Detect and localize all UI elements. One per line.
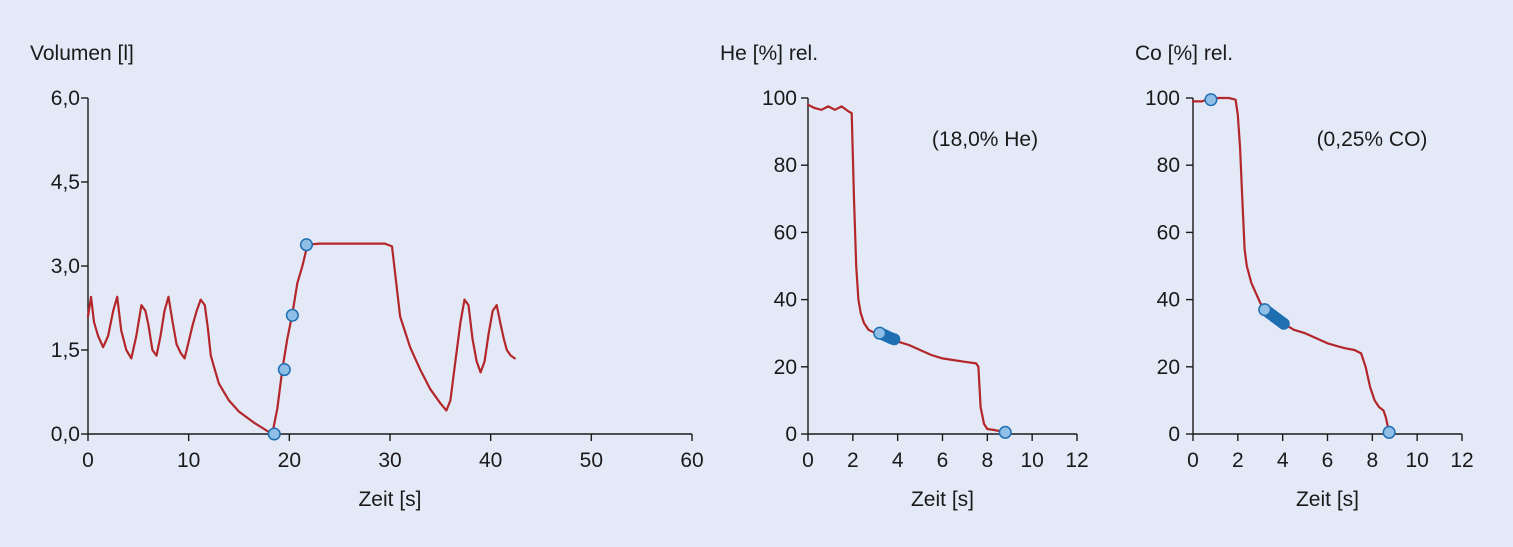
data-point-marker — [1382, 425, 1396, 439]
data-point-cluster — [888, 333, 901, 346]
y-tick-label: 0,0 — [51, 423, 80, 446]
data-point-marker — [299, 238, 313, 252]
x-tick-label: 6 — [1322, 449, 1334, 472]
x-tick-label: 4 — [1277, 449, 1289, 472]
y-tick-label: 3,0 — [51, 255, 80, 278]
series-line — [86, 242, 516, 436]
x-tick-label: 2 — [1232, 449, 1244, 472]
x-axis-label: Zeit [s] — [911, 488, 974, 511]
y-tick-label: 20 — [774, 356, 797, 379]
x-tick-label: 10 — [177, 449, 200, 472]
chart-panel-2: 0 20 40 60 80 100 0 2 4 6 8 10 12 He [%] rel. Zeit [s]… — [720, 42, 1089, 511]
x-tick-label: 10 — [1020, 449, 1043, 472]
y-tick-label: 0 — [1168, 423, 1180, 446]
data-point-cluster — [1277, 317, 1290, 330]
x-tick-label: 0 — [82, 449, 94, 472]
x-tick-label: 10 — [1405, 449, 1428, 472]
data-point-marker — [277, 363, 291, 377]
chart-panel-3: 0 20 40 60 80 100 0 2 4 6 8 10 12 Co [%] rel. Zeit [s]… — [1135, 42, 1474, 511]
data-point-marker — [873, 326, 887, 340]
x-tick-label: 30 — [378, 449, 401, 472]
data-point-marker — [1258, 303, 1272, 317]
y-tick-label: 40 — [774, 289, 797, 312]
x-tick-label: 0 — [802, 449, 814, 472]
y-tick-label: 80 — [774, 154, 797, 177]
y-tick-label: 40 — [1157, 289, 1180, 312]
x-tick-label: 20 — [278, 449, 301, 472]
x-tick-label: 50 — [580, 449, 603, 472]
x-tick-label: 12 — [1450, 449, 1473, 472]
data-point-marker — [285, 308, 299, 322]
x-tick-label: 8 — [981, 449, 993, 472]
y-tick-label: 80 — [1157, 154, 1180, 177]
x-tick-label: 40 — [479, 449, 502, 472]
x-axis-label: Zeit [s] — [358, 488, 421, 511]
x-tick-label: 2 — [847, 449, 859, 472]
chart-panel-1: 0,0 1,5 3,0 4,5 6,0 0 10 20 30 40 50 60 Volumen [l] Z… — [30, 42, 704, 511]
annotation-label: (18,0% He) — [932, 128, 1038, 151]
x-tick-label: 6 — [937, 449, 949, 472]
y-tick-label: 60 — [1157, 221, 1180, 244]
x-axis-label: Zeit [s] — [1296, 488, 1359, 511]
x-tick-label: 8 — [1366, 449, 1378, 472]
y-tick-label: 60 — [774, 221, 797, 244]
y-tick-label: 4,5 — [51, 171, 80, 194]
y-axis-label: Volumen [l] — [30, 42, 134, 65]
y-tick-label: 1,5 — [51, 339, 80, 362]
y-tick-label: 6,0 — [51, 87, 80, 110]
y-tick-label: 20 — [1157, 356, 1180, 379]
y-tick-label: 100 — [762, 87, 797, 110]
x-tick-label: 12 — [1065, 449, 1088, 472]
y-axis-label: He [%] rel. — [720, 42, 818, 65]
y-tick-label: 100 — [1145, 87, 1180, 110]
data-point-marker — [267, 427, 281, 441]
data-point-marker — [998, 425, 1012, 439]
x-tick-label: 4 — [892, 449, 904, 472]
data-point-marker — [1204, 93, 1218, 107]
y-axis-label: Co [%] rel. — [1135, 42, 1233, 65]
y-tick-label: 0 — [785, 423, 797, 446]
x-tick-label: 0 — [1187, 449, 1199, 472]
x-tick-label: 60 — [680, 449, 703, 472]
annotation-label: (0,25% CO) — [1317, 128, 1428, 151]
series-line — [806, 103, 1007, 434]
